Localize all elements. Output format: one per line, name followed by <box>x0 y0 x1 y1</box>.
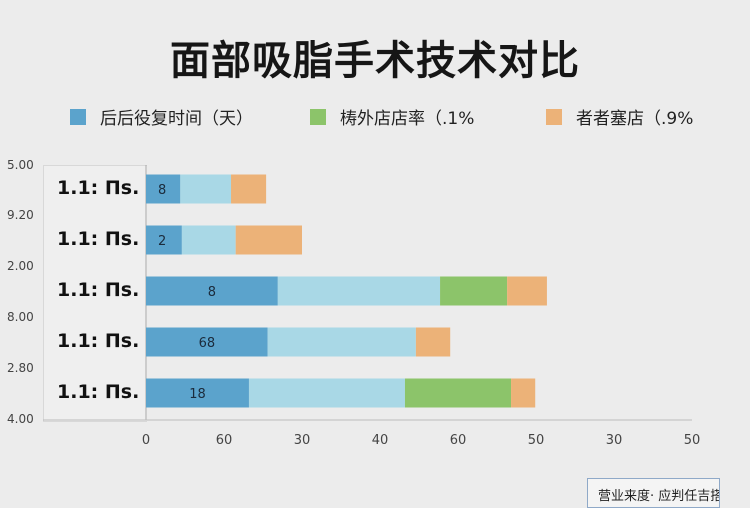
bar-data-label: 18 <box>189 387 206 402</box>
y-side-label: 4.00 <box>7 412 34 426</box>
bar-data-label: 8 <box>158 183 166 198</box>
category-label: 1.1: Πs. <box>57 177 140 199</box>
category-panel <box>43 165 147 422</box>
x-tick-label: 0 <box>142 433 150 448</box>
bar-data-label: 2 <box>158 234 166 249</box>
y-side-label: 5.00 <box>7 158 34 172</box>
legend-label: 后后役复时间（天） <box>100 109 253 129</box>
bar-segment <box>440 276 508 306</box>
y-side-label: 9.20 <box>7 208 34 222</box>
x-tick-label: 40 <box>372 433 389 448</box>
bar-segment <box>248 378 405 408</box>
bar-segment <box>404 378 512 408</box>
category-label: 1.1: Πs. <box>57 279 140 301</box>
bar-data-label: 68 <box>199 336 216 351</box>
legend-label: 梼外店店率（.1% <box>340 109 475 129</box>
y-side-label: 8.00 <box>7 310 34 324</box>
bar-data-label: 8 <box>208 285 216 300</box>
x-tick-label: 50 <box>684 433 701 448</box>
bar-segment <box>231 174 267 204</box>
bar-segment <box>415 327 451 357</box>
bar-segment <box>146 327 268 357</box>
bar-segment <box>277 276 441 306</box>
x-tick-label: 30 <box>606 433 623 448</box>
chart-title: 面部吸脂手术技术对比 <box>170 38 580 84</box>
legend-label: 者者塞店（.9% <box>576 109 694 129</box>
x-tick-label: 60 <box>450 433 467 448</box>
category-label: 1.1: Πs. <box>57 330 140 352</box>
x-tick-label: 30 <box>294 433 311 448</box>
bar-segment <box>146 225 182 255</box>
bar-segment <box>507 276 547 306</box>
x-tick-label: 60 <box>216 433 233 448</box>
legend-item-orange: 者者塞店（.9% <box>546 104 693 129</box>
bar-segment <box>146 378 249 408</box>
y-side-label: 2.80 <box>7 361 34 375</box>
category-label: 1.1: Πs. <box>57 228 140 250</box>
legend-item-recovery: 后后役复时间（天） <box>70 104 253 129</box>
bar-segment <box>235 225 302 255</box>
x-tick-label: 50 <box>528 433 545 448</box>
legend-item-green: 梼外店店率（.1% <box>310 104 474 129</box>
bar-segment <box>180 174 232 204</box>
bar-segment <box>181 225 236 255</box>
legend-swatch-green <box>310 108 326 125</box>
legend-swatch-blue <box>70 108 86 125</box>
y-side-label: 2.00 <box>7 259 34 273</box>
bar-segment <box>267 327 416 357</box>
source-note: 营业来度· 应判任吉搭 <box>587 478 720 508</box>
category-label: 1.1: Πs. <box>57 381 140 403</box>
bar-segment <box>146 276 278 306</box>
bar-segment <box>511 378 536 408</box>
legend-swatch-orange <box>546 108 562 125</box>
bar-segment <box>146 174 181 204</box>
